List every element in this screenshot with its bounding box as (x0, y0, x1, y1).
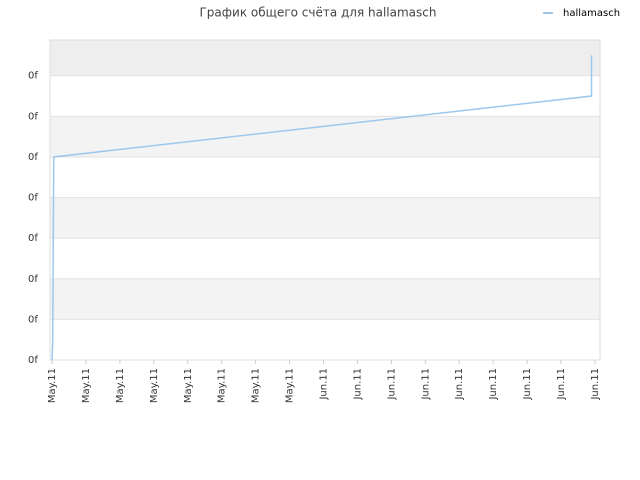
x-tick-label: Jun.11 (420, 368, 431, 401)
series-line (51, 55, 593, 361)
x-tick-label: Jun.11 (318, 368, 329, 401)
chart-title: График общего счёта для hallamasch (199, 6, 436, 20)
x-tick-label: Jun.11 (386, 368, 397, 401)
x-tick-label: Jun.11 (590, 368, 601, 401)
y-tick-label: 0f (28, 152, 38, 163)
x-tick-label: May.11 (251, 368, 262, 403)
x-tick-label: May.11 (115, 368, 126, 403)
x-tick-label: Jun.11 (522, 368, 533, 401)
grid-band (50, 197, 600, 239)
y-tick-label: 0f (28, 193, 38, 204)
x-tick-label: May.11 (47, 368, 58, 403)
grid-band (50, 116, 600, 157)
y-tick-label: 0f (28, 233, 38, 244)
y-tick-label: 0f (28, 355, 38, 366)
x-tick-label: May.11 (285, 368, 296, 403)
y-tick-label: 0f (28, 111, 38, 122)
x-tick-label: May.11 (149, 368, 160, 403)
x-tick-label: Jun.11 (556, 368, 567, 401)
legend-label: hallamasch (563, 8, 620, 19)
x-tick-label: Jun.11 (488, 368, 499, 401)
y-tick-label: 0f (28, 314, 38, 325)
x-tick-label: May.11 (81, 368, 92, 403)
y-tick-label: 0f (28, 274, 38, 285)
grid-band (50, 278, 600, 320)
grid-band (50, 40, 600, 76)
x-tick-label: May.11 (217, 368, 228, 403)
y-tick-label: 0f (28, 71, 38, 82)
x-tick-label: Jun.11 (454, 368, 465, 401)
x-tick-label: Jun.11 (352, 368, 363, 401)
x-tick-label: May.11 (183, 368, 194, 403)
